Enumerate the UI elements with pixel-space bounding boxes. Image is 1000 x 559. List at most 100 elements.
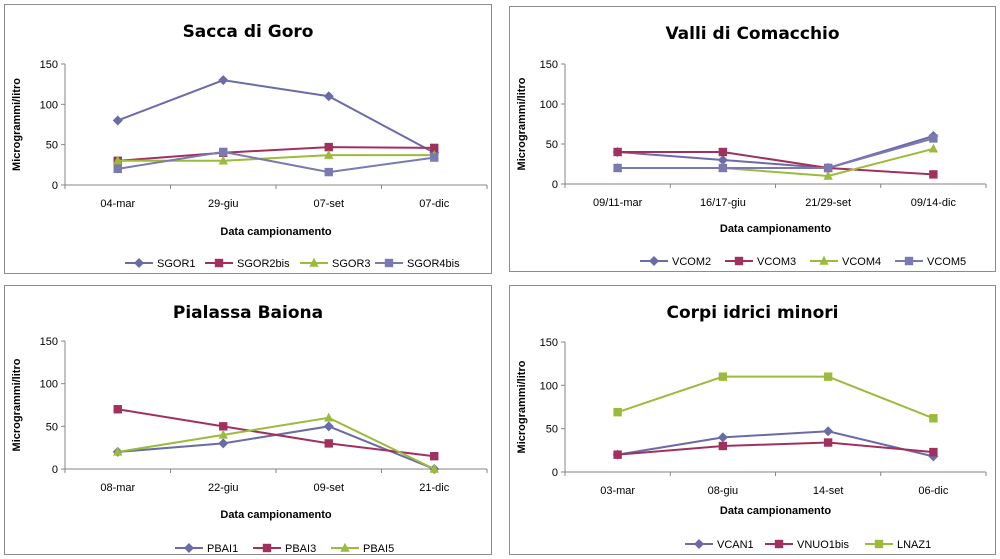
y-tick-label: 50 (546, 139, 558, 151)
y-tick-label: 50 (46, 421, 58, 433)
legend-label: VCOM2 (672, 256, 711, 268)
legend-swatch-marker (649, 256, 659, 266)
data-point (218, 155, 228, 165)
chart-title: Corpi idrici minori (666, 303, 838, 323)
legend-item: LNAZ1 (865, 539, 931, 551)
chart-sacca-di-goro: Sacca di Goro 0 50 100 150 04-mar 29-giu 07-set… (4, 4, 492, 274)
data-point (113, 405, 122, 414)
legend-label: VCOM3 (757, 256, 796, 268)
y-axis-label: Microgrammi/litro (516, 360, 528, 453)
series-line (617, 430, 934, 458)
legend-label: SGOR1 (157, 258, 196, 270)
x-tick-label: 07-dic (419, 198, 449, 210)
data-point (112, 115, 123, 126)
data-point (324, 412, 334, 422)
x-tick-label: 09/11-mar (593, 197, 643, 209)
legend-item: VCOM4 (810, 255, 881, 268)
data-point (613, 408, 622, 417)
legend-swatch-marker (184, 543, 194, 553)
legend-label: LNAZ1 (897, 539, 931, 551)
legend-item: PBAI5 (331, 542, 394, 554)
data-point (113, 164, 122, 174)
data-point (717, 432, 728, 443)
legend-item: VCOM5 (895, 256, 966, 268)
x-axis-label: Data campionamento (720, 505, 832, 517)
x-tick-label: 14-set (813, 485, 844, 497)
y-tick-label: 50 (46, 140, 58, 152)
legend-label: PBAI3 (285, 543, 316, 554)
data-point (718, 441, 728, 451)
y-axis-label: Microgrammi/litro (516, 77, 528, 170)
chart-svg: Valli di Comacchio 0 50 100 150 09/11-mar 16/1… (516, 24, 987, 268)
series-line (617, 375, 934, 420)
y-axis-label: Microgrammi/litro (11, 358, 23, 451)
data-point (823, 426, 834, 437)
data-point (718, 372, 728, 381)
data-point (218, 438, 229, 449)
series-PBAI3 (113, 405, 439, 461)
series-line (617, 151, 934, 176)
legend-label: SGOR2bis (237, 258, 290, 270)
chart-valli-di-comacchio: Valli di Comacchio 0 50 100 150 09/11-mar 16/1… (509, 6, 996, 272)
y-tick-label: 0 (552, 179, 558, 191)
legend-swatch-marker (874, 539, 884, 549)
legend-item: SGOR3 (300, 257, 371, 270)
x-tick-label: 16/17-giu (700, 197, 746, 209)
y-tick-label: 150 (40, 336, 58, 348)
series-PBAI5 (113, 412, 439, 473)
data-point (823, 438, 833, 447)
data-point (613, 163, 622, 173)
series-line (617, 441, 934, 456)
x-tick-label: 21-dic (419, 482, 449, 494)
legend-label: VCOM4 (842, 256, 881, 268)
data-point (219, 422, 228, 431)
chart-title: Valli di Comacchio (665, 24, 839, 44)
x-axis-label: Data campionamento (220, 509, 332, 521)
legend-swatch-marker (340, 542, 350, 552)
series-line (117, 79, 435, 154)
legend-item: SGOR2bis (205, 258, 290, 270)
legend-swatch-marker (262, 543, 272, 553)
y-tick-label: 100 (40, 379, 58, 391)
chart-pialassa-baiona: Pialassa Baiona 0 50 100 150 08-mar 22-giu 09-s… (4, 285, 492, 555)
x-tick-label: 09/14-dic (911, 197, 957, 209)
data-point (430, 452, 439, 461)
data-point (323, 91, 334, 102)
legend-swatch-marker (214, 258, 224, 268)
y-tick-label: 100 (540, 99, 558, 111)
legend-item: SGOR1 (125, 258, 196, 270)
legend-swatch-marker (309, 257, 319, 267)
data-point (324, 142, 333, 152)
chart-svg: Pialassa Baiona 0 50 100 150 08-mar 22-giu 09-s… (11, 303, 488, 554)
data-point (823, 372, 833, 381)
data-point (430, 153, 439, 162)
chart-corpi-idrici-minori: Corpi idrici minori 0 50 100 150 03-mar 08-giu… (509, 285, 996, 555)
x-tick-label: 29-giu (208, 198, 239, 210)
chart-svg: Corpi idrici minori 0 50 100 150 03-mar 08-giu… (516, 303, 987, 551)
series-line (617, 135, 934, 170)
legend-swatch-marker (774, 539, 784, 549)
series-LNAZ1 (613, 372, 938, 423)
data-point (113, 446, 123, 456)
series-line (117, 416, 435, 470)
data-point (429, 463, 439, 473)
legend-label: VCOM5 (927, 256, 966, 268)
x-tick-label: 06-dic (918, 485, 948, 497)
data-point (929, 134, 938, 143)
legend-item: PBAI1 (175, 543, 238, 554)
legend-label: VNUO1bis (797, 539, 849, 551)
series-line (117, 408, 435, 458)
y-axis-label: Microgrammi/litro (11, 78, 23, 171)
data-point (324, 149, 334, 159)
series-VNUO1bis (613, 438, 938, 459)
legend-swatch-marker (134, 258, 144, 268)
series-line (117, 146, 435, 162)
legend-item: SGOR4bis (375, 258, 460, 270)
legend-item: VCOM3 (725, 256, 796, 268)
y-tick-label: 150 (540, 337, 558, 349)
data-point (929, 414, 938, 423)
y-tick-label: 0 (52, 180, 58, 192)
data-point (718, 147, 728, 157)
legend-label: PBAI1 (207, 543, 238, 554)
y-tick-label: 100 (540, 380, 558, 392)
